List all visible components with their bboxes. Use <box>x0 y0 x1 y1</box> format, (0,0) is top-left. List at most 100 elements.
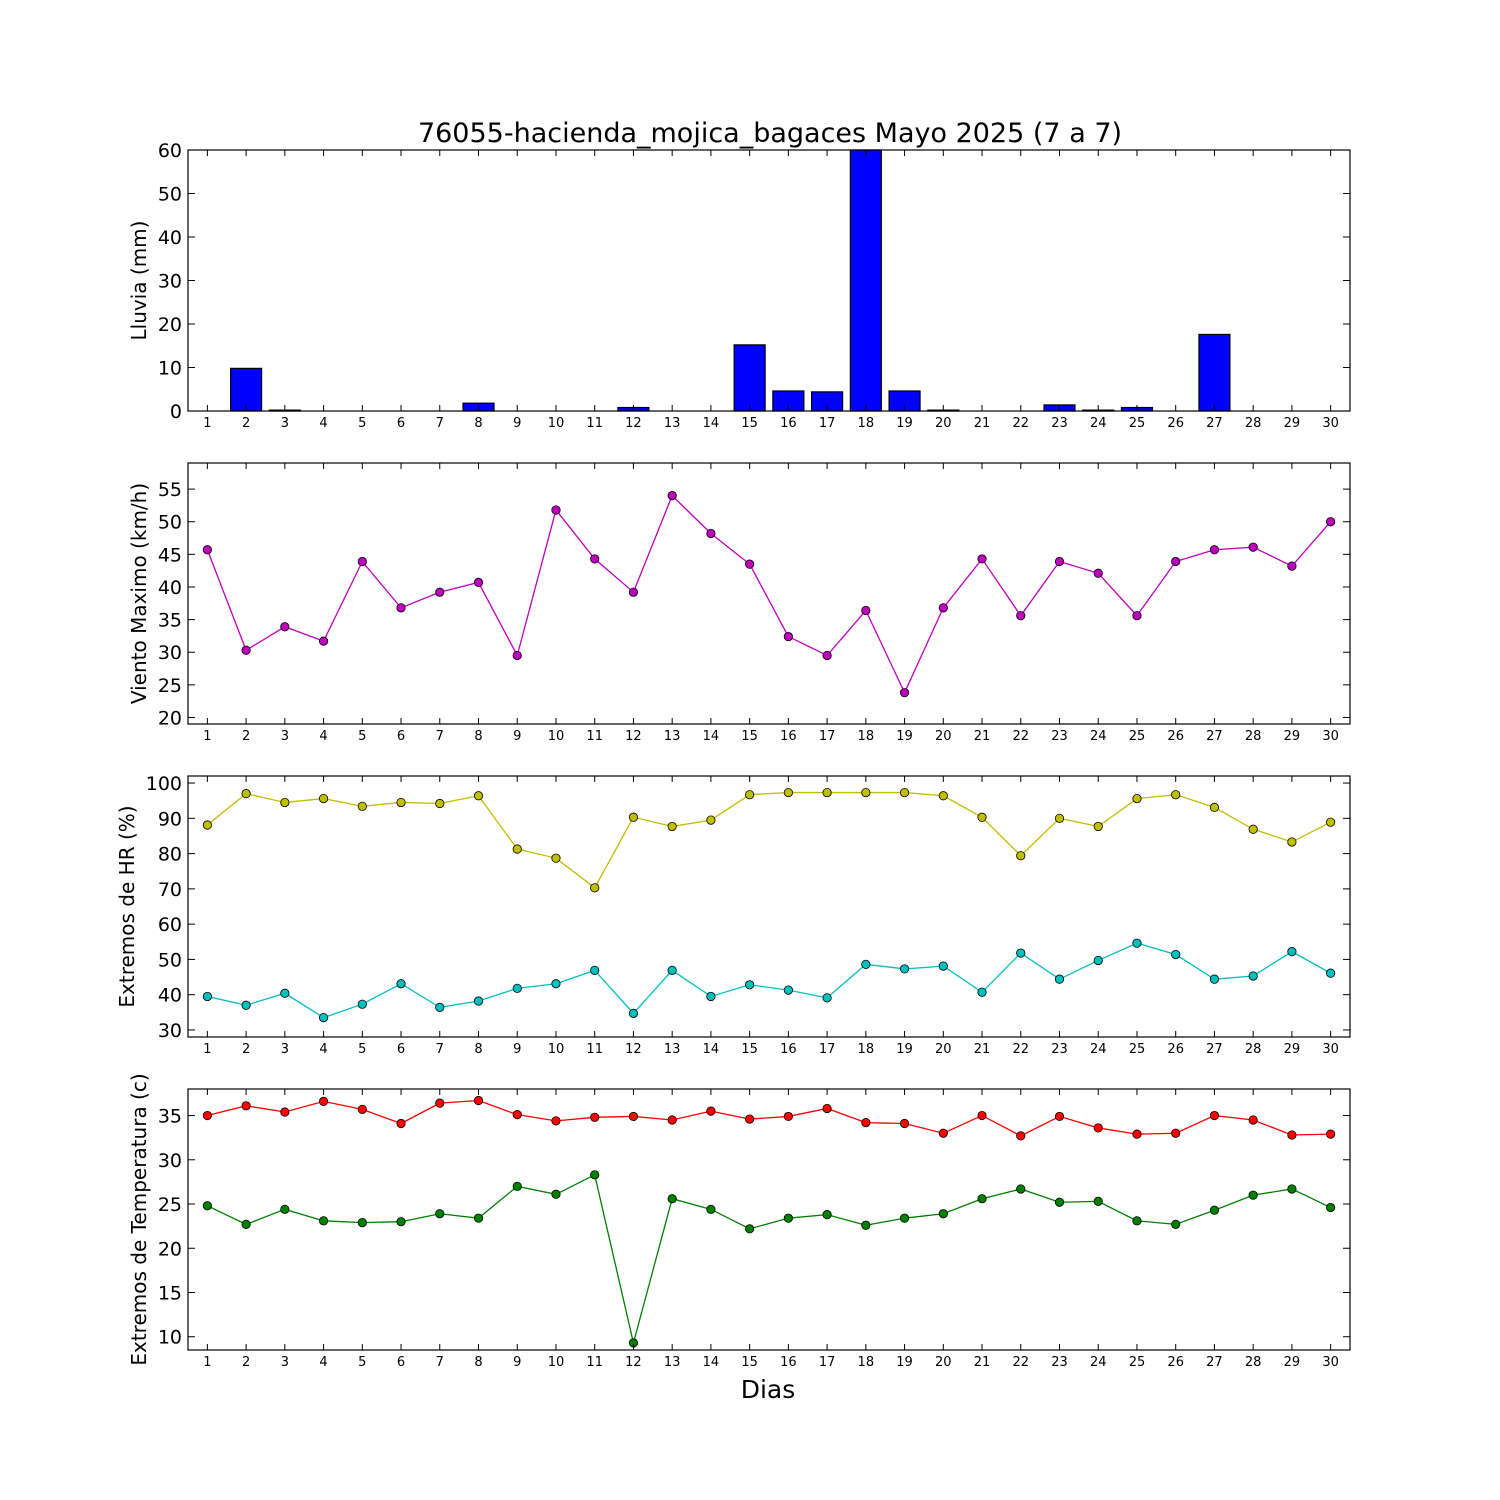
x-tick-label: 25 <box>1129 416 1146 431</box>
x-tick-label: 5 <box>358 1355 366 1370</box>
x-tick-label: 12 <box>625 1355 642 1370</box>
x-tick-label: 14 <box>703 1355 720 1370</box>
x-tick-label: 23 <box>1051 1042 1068 1057</box>
data-point <box>861 1220 871 1230</box>
data-point <box>706 528 716 539</box>
y-tick-label: 55 <box>158 479 182 501</box>
data-point <box>1209 1205 1220 1215</box>
y-tick-label: 10 <box>158 358 182 380</box>
x-tick-label: 6 <box>397 1355 405 1370</box>
data-point <box>899 688 910 698</box>
data-point <box>1248 824 1258 834</box>
data-point <box>1054 1111 1065 1122</box>
y-tick-label: 25 <box>158 1194 182 1216</box>
y-tick-label: 50 <box>158 512 182 534</box>
data-point <box>1326 517 1336 527</box>
data-point <box>822 1103 832 1114</box>
data-point <box>435 798 445 809</box>
data-point <box>280 1107 290 1117</box>
data-point <box>667 491 677 501</box>
x-tick-label: 13 <box>664 1355 681 1370</box>
x-tick-label: 9 <box>513 729 521 744</box>
data-point <box>1132 793 1142 804</box>
data-point <box>318 1096 329 1106</box>
data-point <box>1209 1110 1220 1121</box>
data-point <box>318 636 329 646</box>
data-point <box>1171 1128 1181 1138</box>
data-point <box>357 1104 367 1114</box>
data-point <box>551 853 561 863</box>
data-point <box>512 844 522 854</box>
x-tick-label: 19 <box>896 729 913 744</box>
data-point <box>783 1213 793 1223</box>
x-tick-label: 30 <box>1322 1355 1339 1370</box>
data-point <box>899 787 910 798</box>
data-point <box>435 1209 445 1219</box>
data-point <box>1132 938 1142 948</box>
y-tick-label: 40 <box>158 985 182 1007</box>
x-tick-label: 14 <box>703 729 720 744</box>
data-point <box>1287 1184 1297 1194</box>
data-point <box>1209 974 1220 984</box>
x-tick-label: 29 <box>1284 1355 1301 1370</box>
x-tick-label: 28 <box>1245 729 1262 744</box>
data-point <box>899 1118 910 1129</box>
x-tick-label: 30 <box>1322 1042 1339 1057</box>
x-tick-label: 27 <box>1206 416 1223 431</box>
x-tick-label: 16 <box>780 1355 797 1370</box>
data-point <box>1093 568 1103 578</box>
data-point <box>473 1095 484 1106</box>
data-point <box>899 1213 910 1223</box>
data-point <box>512 1181 522 1191</box>
x-tick-label: 18 <box>858 729 875 744</box>
data-point <box>1132 611 1142 621</box>
data-point <box>977 1110 987 1121</box>
data-point <box>435 1098 445 1108</box>
y-tick-label: 100 <box>146 773 182 795</box>
x-tick-label: 24 <box>1090 1042 1107 1057</box>
data-point <box>241 789 251 799</box>
data-point <box>396 1118 406 1129</box>
plot-frame <box>187 775 1351 1038</box>
data-point <box>1093 1196 1103 1206</box>
x-tick-label: 1 <box>203 729 211 744</box>
x-tick-label: 18 <box>858 1042 875 1057</box>
data-point <box>1132 1129 1142 1139</box>
data-point <box>241 645 251 655</box>
data-point <box>551 1189 561 1199</box>
x-tick-label: 9 <box>513 1042 521 1057</box>
data-point <box>1016 851 1026 861</box>
y-tick-label: 70 <box>158 879 182 901</box>
data-point <box>280 797 290 808</box>
y-tick-label: 30 <box>158 642 182 664</box>
data-point <box>861 787 871 798</box>
data-point <box>241 1101 251 1111</box>
data-point <box>435 587 445 597</box>
x-tick-label: 11 <box>586 1042 603 1057</box>
x-tick-label: 8 <box>474 1355 482 1370</box>
y-tick-label: 15 <box>158 1282 182 1304</box>
x-tick-label: 16 <box>780 416 797 431</box>
y-tick-label: 50 <box>158 949 182 971</box>
data-point <box>1093 955 1103 966</box>
x-tick-label: 6 <box>397 1042 405 1057</box>
data-point <box>590 1112 600 1122</box>
y-axis-label: Viento Maximo (km/h) <box>127 483 151 704</box>
y-tick-label: 45 <box>158 544 182 566</box>
x-tick-label: 26 <box>1167 729 1184 744</box>
x-tick-label: 15 <box>741 729 758 744</box>
data-point <box>938 1128 948 1138</box>
x-tick-label: 2 <box>242 1355 250 1370</box>
data-point <box>202 1110 212 1121</box>
data-point <box>706 815 716 825</box>
data-point <box>899 964 910 974</box>
x-tick-label: 3 <box>281 1042 289 1057</box>
data-point <box>357 1217 367 1228</box>
series-line <box>207 1099 1331 1137</box>
x-tick-label: 15 <box>741 1042 758 1057</box>
bar <box>230 367 263 412</box>
y-tick-label: 30 <box>158 1020 182 1042</box>
data-point <box>745 790 755 800</box>
y-tick-label: 80 <box>158 844 182 866</box>
